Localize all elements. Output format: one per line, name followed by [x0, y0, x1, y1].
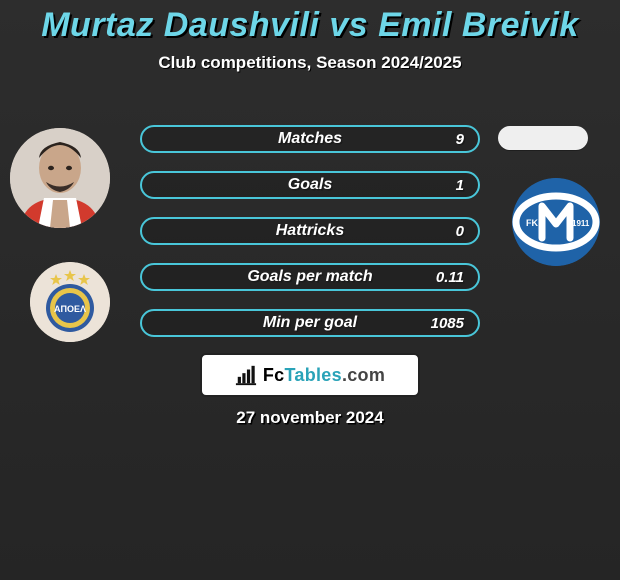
stat-label: Goals	[288, 176, 332, 194]
molde-crest-icon: FK 1911	[512, 178, 600, 266]
stat-row: Goals per match 0.11	[140, 263, 480, 291]
stat-label: Goals per match	[247, 268, 372, 286]
stat-value-right: 1085	[431, 315, 464, 332]
stat-label: Matches	[278, 130, 342, 148]
date-line: 27 november 2024	[0, 408, 620, 428]
comparison-card: Murtaz Daushvili vs Emil Breivik Club co…	[0, 0, 620, 580]
stat-label: Min per goal	[263, 314, 357, 332]
brand-watermark: FcTables.com	[200, 353, 420, 397]
player-photo-right-pill	[498, 126, 588, 150]
stat-row: Hattricks 0	[140, 217, 480, 245]
brand-text: FcTables.com	[263, 365, 385, 386]
player-photo-left	[10, 128, 110, 228]
stats-table: Matches 9 Goals 1 Hattricks 0 Goals per …	[140, 125, 480, 355]
stat-label: Hattricks	[276, 222, 344, 240]
stat-row: Min per goal 1085	[140, 309, 480, 337]
brand-tables: Tables	[284, 365, 342, 385]
svg-text:FK: FK	[526, 218, 538, 228]
apoel-crest-icon: ΑΠΟΕΛ	[30, 262, 110, 342]
stat-value-right: 9	[456, 131, 464, 148]
stat-value-right: 0.11	[436, 269, 464, 286]
page-title: Murtaz Daushvili vs Emil Breivik	[0, 0, 620, 45]
svg-text:ΑΠΟΕΛ: ΑΠΟΕΛ	[54, 304, 86, 314]
club-badge-left: ΑΠΟΕΛ	[30, 262, 110, 342]
bar-chart-icon	[235, 364, 257, 386]
stat-row: Goals 1	[140, 171, 480, 199]
stat-value-right: 1	[456, 177, 464, 194]
brand-fc: Fc	[263, 365, 285, 385]
svg-text:1911: 1911	[572, 219, 590, 228]
stat-row: Matches 9	[140, 125, 480, 153]
stat-value-right: 0	[456, 223, 464, 240]
player-headshot-icon	[10, 128, 110, 228]
brand-suffix: .com	[342, 365, 385, 385]
club-badge-right: FK 1911	[512, 178, 600, 266]
page-subtitle: Club competitions, Season 2024/2025	[0, 53, 620, 73]
